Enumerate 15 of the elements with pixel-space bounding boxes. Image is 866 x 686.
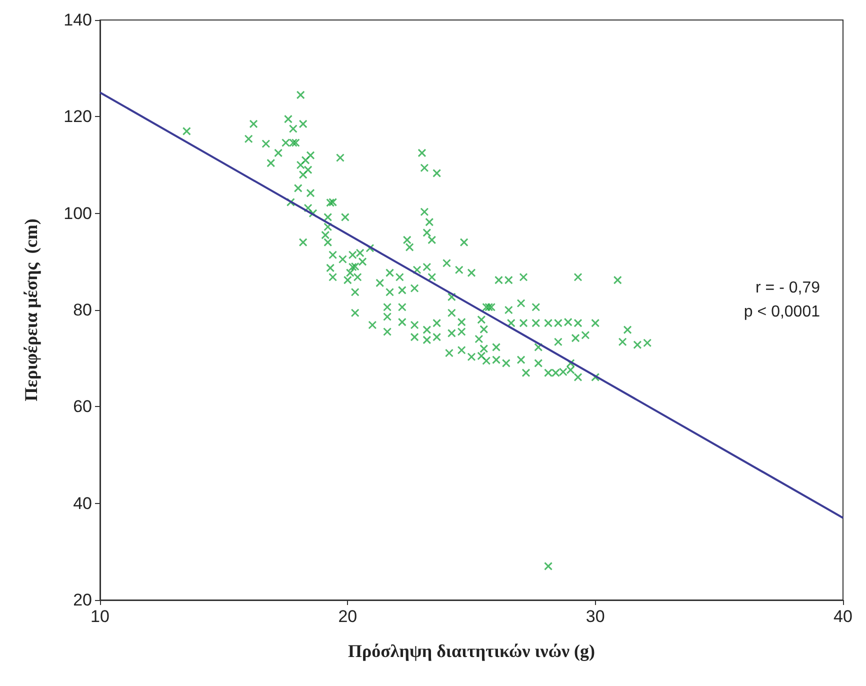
y-tick-label: 100 xyxy=(64,204,92,223)
y-tick-label: 140 xyxy=(64,10,92,30)
y-tick-label: 80 xyxy=(73,300,92,320)
x-tick-label: 20 xyxy=(338,607,358,626)
x-tick-label: 40 xyxy=(834,607,852,626)
x-tick-label: 10 xyxy=(90,607,110,626)
annotation: r = - 0,79 xyxy=(756,280,820,296)
y-axis-title: Περιφέρεια μέσης (cm) xyxy=(21,218,41,402)
annotation: p < 0,0001 xyxy=(744,304,820,320)
y-tick-label: 40 xyxy=(73,494,92,513)
y-tick-label: 20 xyxy=(73,590,92,610)
x-tick-label: 30 xyxy=(586,607,605,626)
y-tick-label: 60 xyxy=(73,397,92,416)
y-tick-label: 120 xyxy=(64,107,92,126)
x-axis-title: Πρόσληψη διαιτητικών ινών (g) xyxy=(348,641,596,661)
